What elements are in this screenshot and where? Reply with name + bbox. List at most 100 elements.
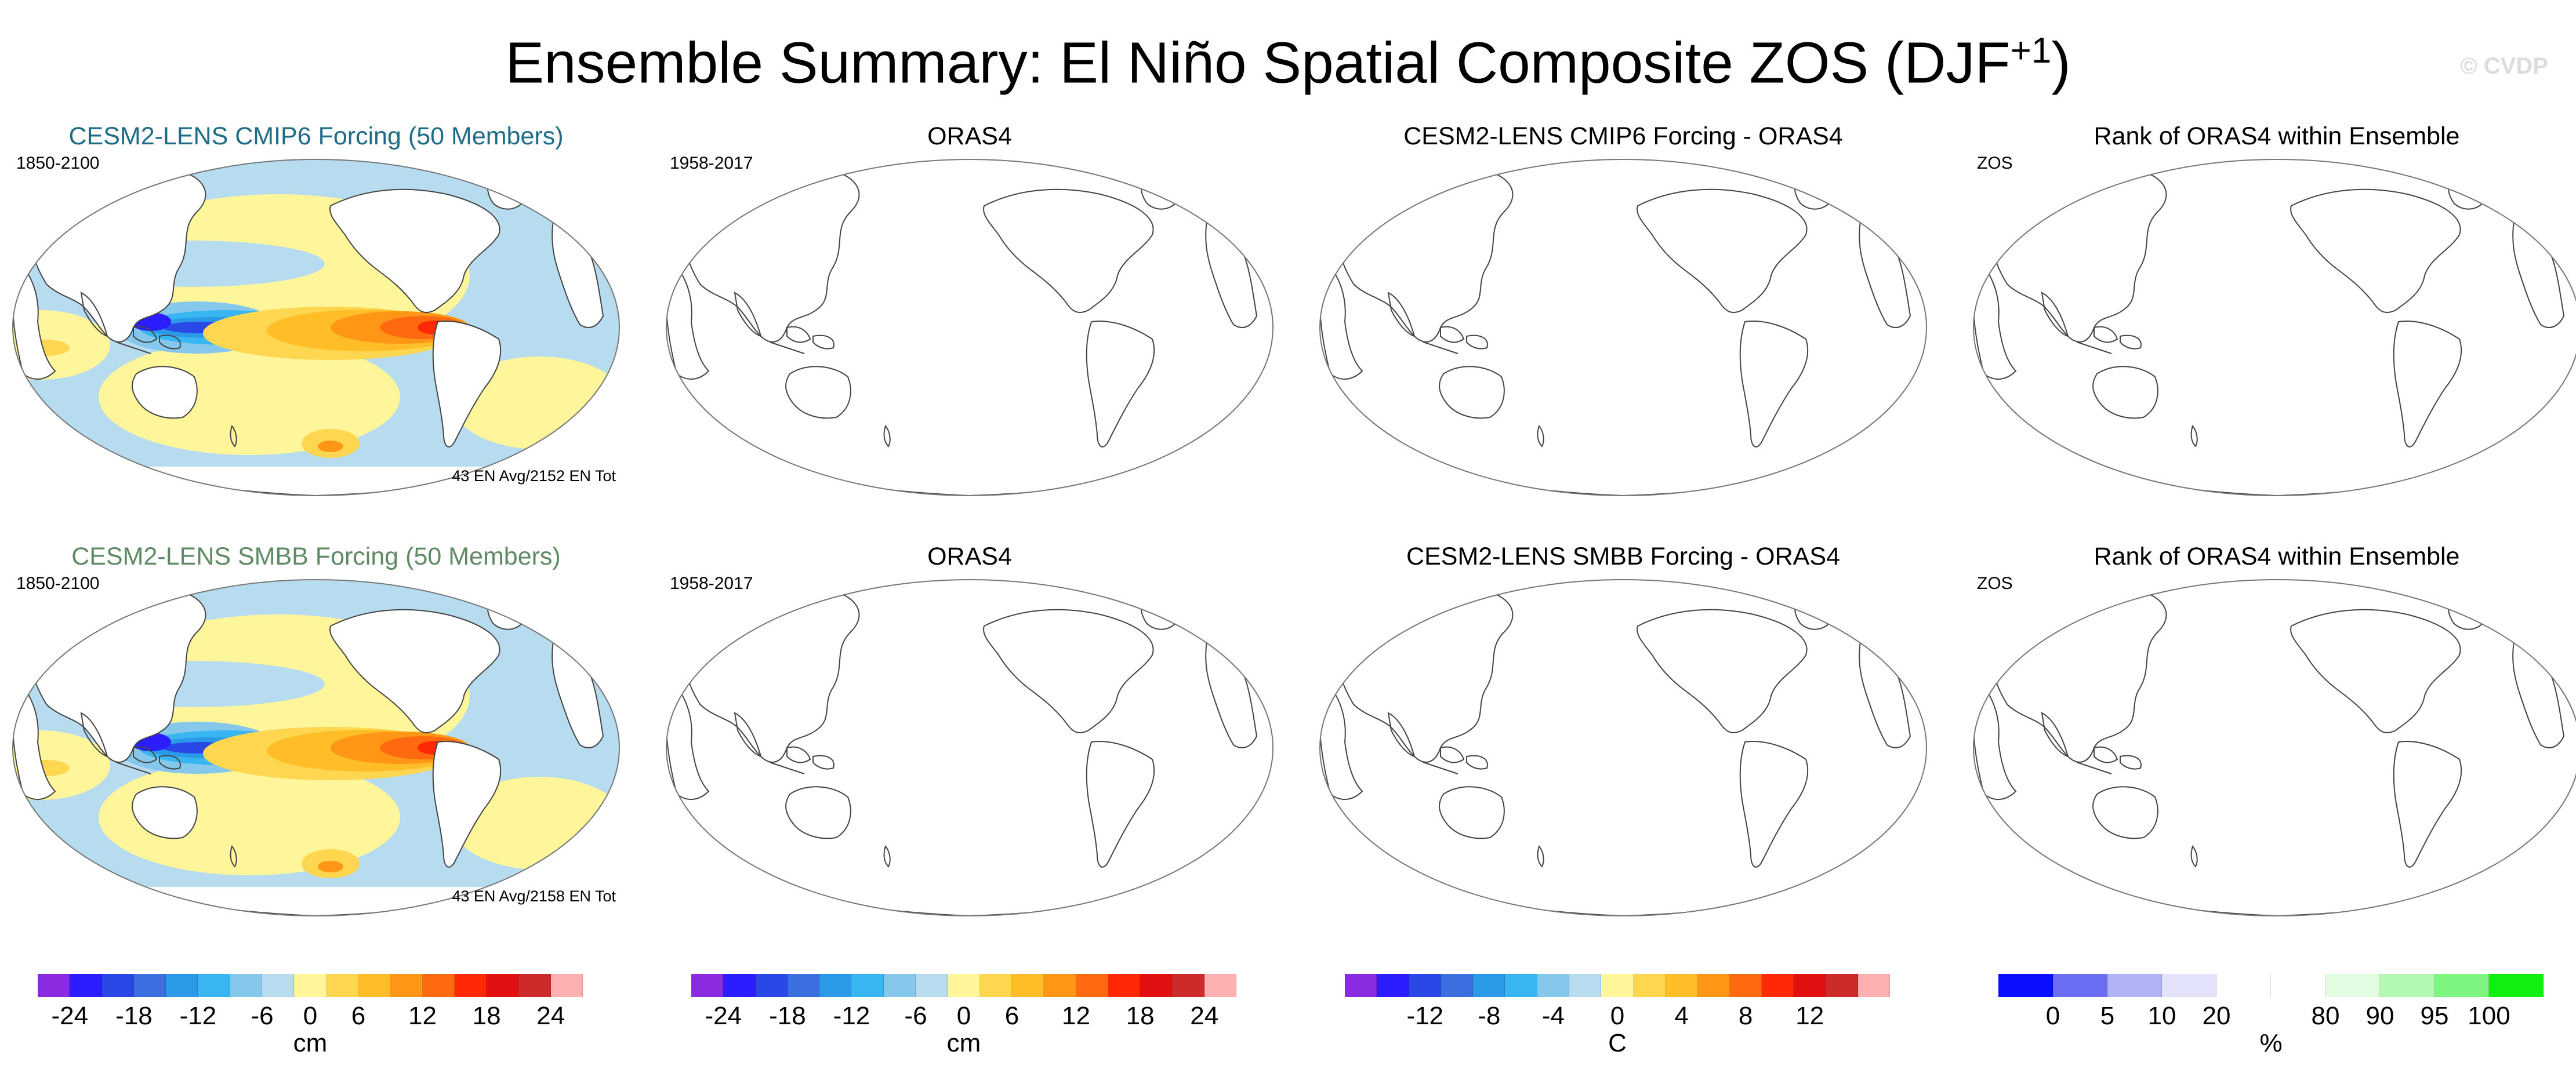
- colorbar-swatch: [979, 974, 1012, 997]
- colorbar-unit: %: [2259, 1029, 2283, 1057]
- colorbar-swatch: [1998, 974, 2053, 997]
- colorbar-swatch: [948, 974, 980, 997]
- colorbar-tick-label: 0: [2045, 1002, 2060, 1030]
- colorbar-swatch: [851, 974, 884, 997]
- panel-title: Rank of ORAS4 within Ensemble: [2094, 122, 2460, 150]
- colorbar-swatch: [2489, 974, 2544, 997]
- colorbar-swatch: [70, 974, 102, 997]
- map-border: [1319, 579, 1927, 916]
- colorbar-swatch: [1011, 974, 1044, 997]
- colorbar-swatch: [454, 974, 487, 997]
- colorbar-2: -24 -18 -12 -6 0 6 12 18 24 cm: [691, 974, 1237, 1061]
- colorbar-swatch: [1794, 974, 1826, 997]
- colorbar-swatch: [2053, 974, 2107, 997]
- colorbar-swatch: [1537, 974, 1570, 997]
- colorbar-swatch: [1441, 974, 1474, 997]
- colorbar-swatch: [755, 974, 788, 997]
- map-border: [666, 159, 1274, 496]
- figure-title-close: ): [2051, 30, 2071, 96]
- colorbar-swatch: [358, 974, 391, 997]
- colorbar-swatch: [38, 974, 70, 997]
- map-border: [666, 579, 1274, 916]
- map-panel-5: CESM2-LENS SMBB Forcing (50 Members) 1850…: [6, 539, 626, 933]
- colorbar-swatch: [916, 974, 948, 997]
- colorbar-tick-label: 24: [536, 1002, 565, 1030]
- panel-title: CESM2-LENS SMBB Forcing - ORAS4: [1406, 543, 1840, 570]
- colorbar-swatch: [723, 974, 756, 997]
- colorbar-tick-label: -8: [1478, 1002, 1501, 1030]
- map-border: [12, 579, 620, 916]
- colorbar-tick-label: -12: [833, 1002, 870, 1030]
- colorbar-swatch: [1044, 974, 1076, 997]
- colorbar-1: -24 -18 -12 -6 0 6 12 18 24 cm: [38, 974, 583, 1061]
- robinson-map: [1973, 579, 2576, 916]
- colorbar-swatch: [819, 974, 852, 997]
- panel-period-label: 1958-2017: [670, 154, 753, 173]
- robinson-map: [1973, 159, 2576, 496]
- colorbar-tick-label: -12: [179, 1002, 217, 1030]
- colorbar-swatch: [2162, 974, 2216, 997]
- colorbar-swatch: [1140, 974, 1173, 997]
- colorbar-tick-label: -24: [51, 1002, 89, 1030]
- colorbar-tick-label: 4: [1674, 1002, 1689, 1030]
- map-panel-2: ORAS4 1958-2017: [659, 119, 1280, 513]
- colorbar-swatch: [1204, 974, 1237, 997]
- colorbar-tick-label: 0: [1610, 1002, 1625, 1030]
- colorbar-swatch: [1569, 974, 1602, 997]
- coastlines: [1320, 591, 1911, 916]
- map-panel-1: CESM2-LENS CMIP6 Forcing (50 Members) 185…: [6, 119, 626, 513]
- colorbar-tick-label: 12: [1795, 1002, 1824, 1030]
- colorbar-swatch: [230, 974, 263, 997]
- colorbar-swatch: [326, 974, 358, 997]
- colorbar-swatch: [422, 974, 455, 997]
- figure-title-superscript: +1: [2010, 31, 2052, 71]
- colorbar-tick-label: 5: [2100, 1002, 2115, 1030]
- colorbar-swatch: [2107, 974, 2162, 997]
- colorbar-tick-label: -4: [1541, 1002, 1565, 1030]
- colorbar-4: 0 5 10 20 80 90 95 100%: [1998, 974, 2544, 1061]
- colorbar-swatch: [1826, 974, 1858, 997]
- watermark: © CVDP: [2460, 53, 2548, 79]
- panel-title: CESM2-LENS CMIP6 Forcing - ORAS4: [1403, 122, 1843, 150]
- colorbar-swatch: [2216, 974, 2271, 997]
- robinson-map: [1319, 159, 1927, 496]
- colorbar-swatch: [2325, 974, 2380, 997]
- zos-anomaly-field: [13, 580, 619, 916]
- colorbar-3: -12 -8 -4 0 4 8 12 C: [1345, 974, 1891, 1061]
- colorbar-swatch: [550, 974, 583, 997]
- colorbar-swatch: [198, 974, 230, 997]
- colorbar-swatch: [1665, 974, 1698, 997]
- colorbar-swatch: [390, 974, 423, 997]
- panel-title: CESM2-LENS SMBB Forcing (50 Members): [71, 543, 561, 570]
- panel-period-label: 1958-2017: [670, 574, 753, 593]
- colorbar-swatch: [2434, 974, 2489, 997]
- colorbar-tick-label: -18: [769, 1002, 806, 1030]
- colorbar-tick-label: -6: [251, 1002, 274, 1030]
- colorbar-tick-label: 95: [2420, 1002, 2449, 1030]
- colorbar-swatch: [1409, 974, 1441, 997]
- colorbar-swatch: [1729, 974, 1762, 997]
- colorbar-tick-label: 80: [2311, 1002, 2340, 1030]
- colorbar-swatch: [2380, 974, 2434, 997]
- colorbar-tick-label: -6: [904, 1002, 927, 1030]
- colorbar-swatch: [166, 974, 198, 997]
- figure-title-text: Ensemble Summary: El Niño Spatial Compos…: [505, 30, 2011, 96]
- colorbar-swatch: [1473, 974, 1505, 997]
- colorbar-tick-label: 100: [2468, 1002, 2510, 1030]
- panel-count-label: 43 EN Avg/2158 EN Tot: [452, 887, 616, 905]
- map-border: [1319, 159, 1927, 496]
- map-border: [12, 159, 620, 496]
- colorbar-swatch: [691, 974, 724, 997]
- colorbar-swatch: [1601, 974, 1634, 997]
- colorbar-swatch: [487, 974, 519, 997]
- robinson-map: [12, 159, 620, 496]
- map-panel-3: CESM2-LENS CMIP6 Forcing - ORAS4: [1313, 119, 1933, 513]
- panel-period-label: ZOS: [1977, 154, 2013, 173]
- colorbar-tick-label: 0: [956, 1002, 971, 1030]
- panel-period-label: ZOS: [1977, 574, 2013, 593]
- robinson-map: [666, 579, 1274, 916]
- colorbar-swatch: [518, 974, 551, 997]
- map-panel-6: ORAS4 1958-2017: [659, 539, 1280, 933]
- colorbar-unit: cm: [946, 1029, 981, 1057]
- colorbar-swatch: [1345, 974, 1377, 997]
